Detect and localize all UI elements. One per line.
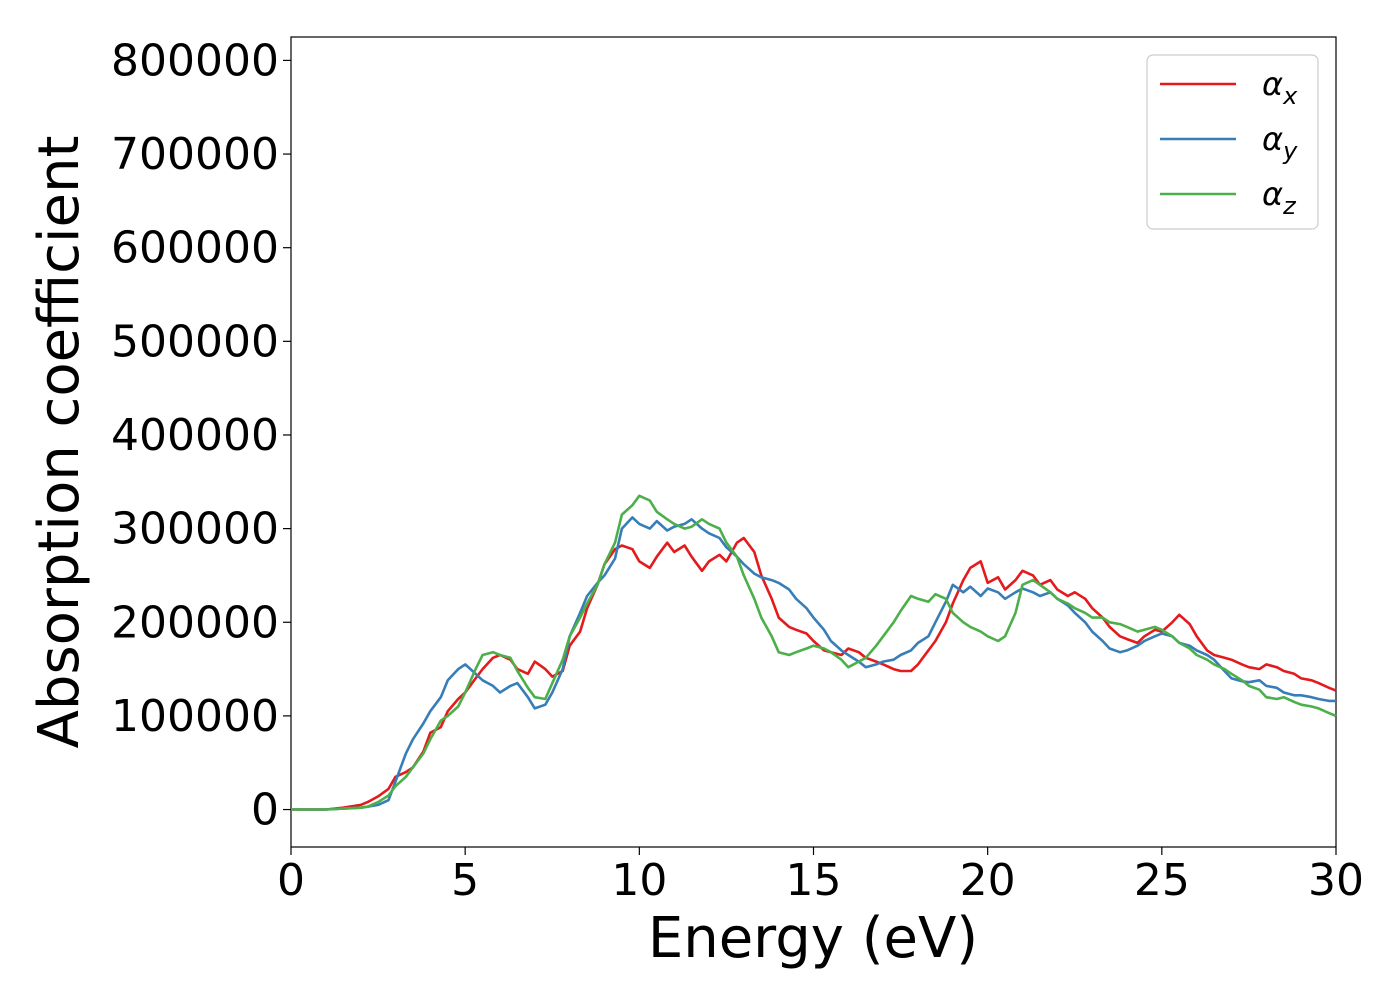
series-line-alpha-y [291,516,1336,811]
x-tick-label: 10 [611,855,667,906]
x-tick-label: 20 [960,855,1016,906]
y-tick-label: 600000 [111,223,279,274]
x-tick-label: 15 [786,855,842,906]
y-axis-title: Absorption coefficient [27,136,92,749]
x-axis-title: Energy (eV) [648,906,978,971]
x-axis-ticks: 0 5 10 15 20 25 30 [277,847,1364,906]
y-tick-label: 800000 [111,35,279,86]
y-tick-label: 300000 [111,504,279,555]
series-line-alpha-x [291,536,1337,811]
x-tick-label: 30 [1308,855,1364,906]
y-tick-label: 0 [251,785,279,836]
y-tick-label: 100000 [111,691,279,742]
y-tick-label: 700000 [111,129,279,180]
series-line-alpha-z [291,494,1337,811]
x-tick-label: 5 [451,855,479,906]
y-tick-label: 400000 [111,410,279,461]
x-tick-label: 0 [277,855,305,906]
x-tick-label: 25 [1134,855,1190,906]
legend-box [1146,54,1319,230]
y-tick-label: 500000 [111,316,279,367]
y-axis-ticks: 0 100000 200000 300000 400000 500000 600000 700… [111,35,291,836]
series-layer [291,494,1337,811]
y-tick-label: 200000 [111,597,279,648]
